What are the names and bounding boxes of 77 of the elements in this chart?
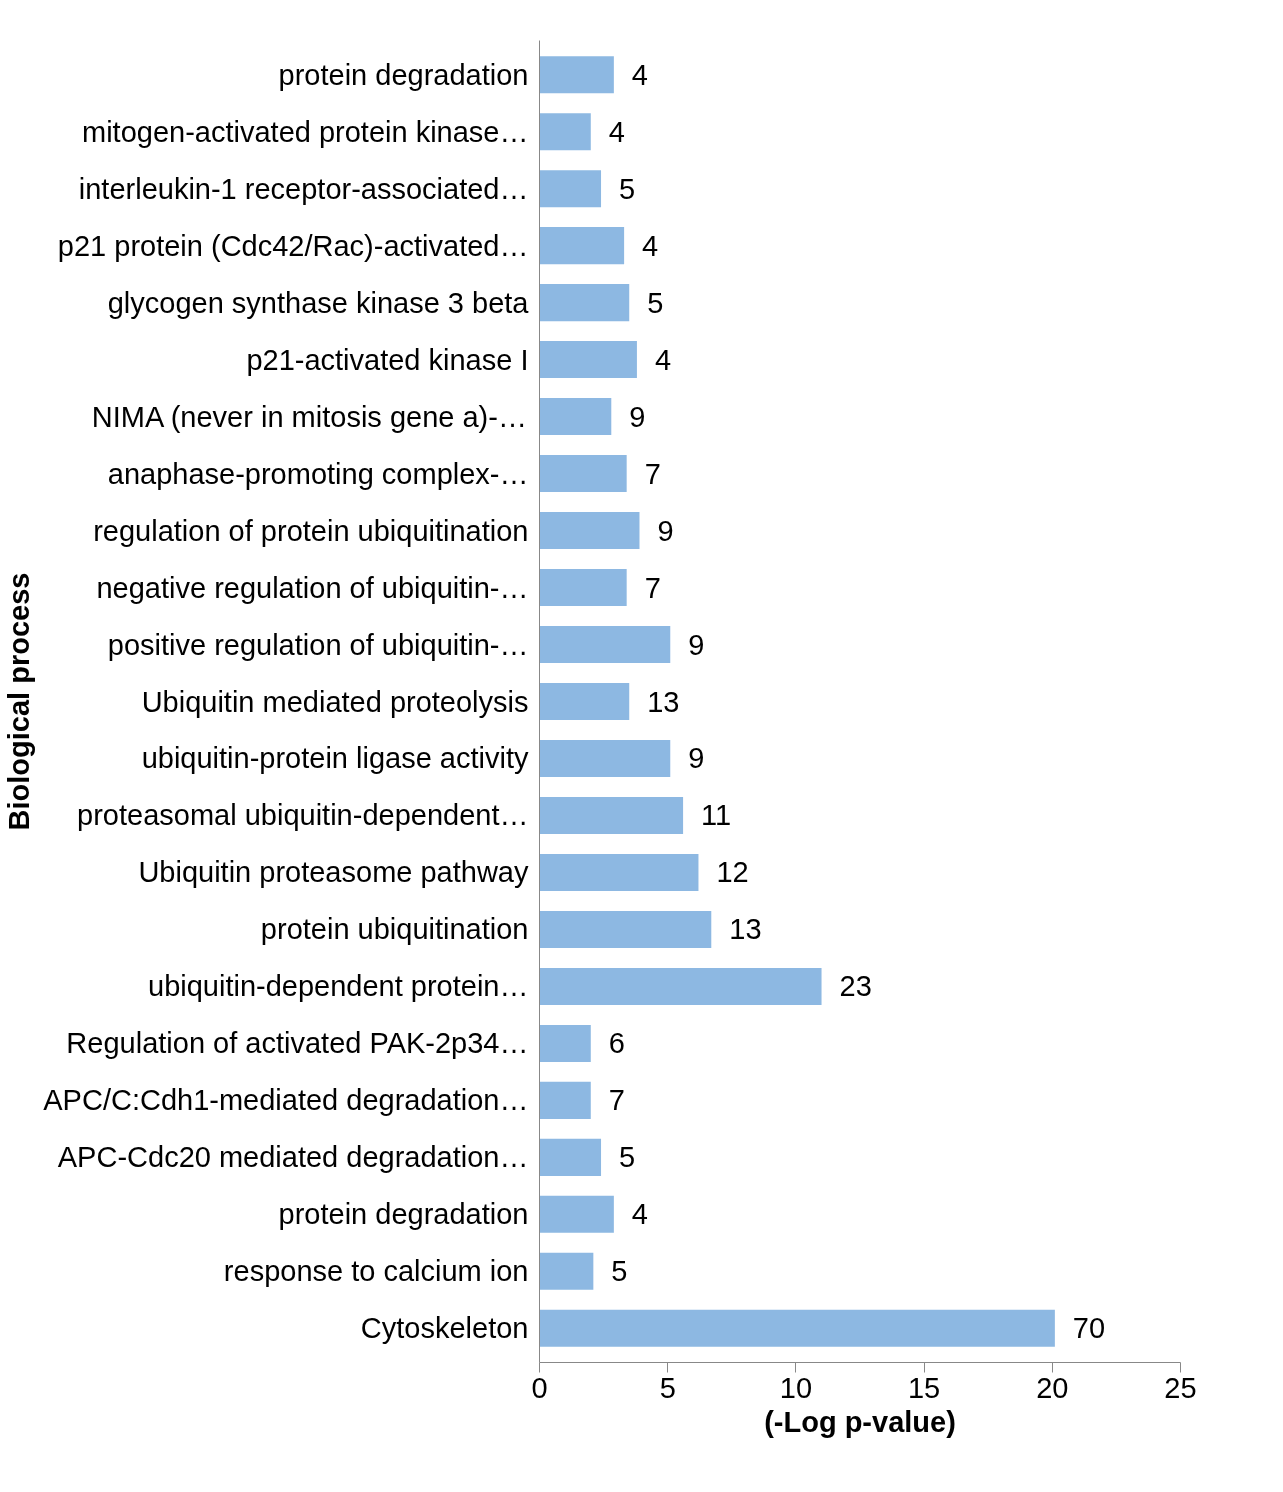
bar — [539, 1081, 591, 1119]
y-tick-label: Ubiquitin proteasome pathway — [138, 856, 529, 889]
x-axis-title: (-Log p-value) — [764, 1405, 956, 1438]
annotation: 13 — [647, 685, 680, 718]
bar — [539, 910, 712, 948]
x-tick-label: 0 — [531, 1371, 548, 1404]
annotation: 9 — [688, 628, 705, 661]
y-tick-label: protein degradation — [278, 1198, 529, 1231]
y-tick-label: glycogen synthase kinase 3 beta — [107, 286, 530, 319]
annotation: 70 — [1072, 1312, 1106, 1345]
bar — [539, 1195, 614, 1233]
y-tick-label: positive regulation of ubiquitin-… — [107, 628, 529, 661]
bar — [539, 853, 699, 891]
annotation: 5 — [619, 1141, 636, 1174]
annotation: 23 — [839, 970, 872, 1003]
annotation: 7 — [644, 571, 661, 604]
annotation: 4 — [654, 343, 672, 376]
bar — [539, 1252, 594, 1290]
y-tick-label: protein degradation — [278, 58, 529, 91]
annotation: 13 — [729, 913, 762, 946]
y-tick-label: proteasomal ubiquitin-dependent… — [77, 799, 529, 832]
annotation: 5 — [619, 172, 636, 205]
annotation: 12 — [716, 856, 749, 889]
x-tick-label: 10 — [779, 1371, 813, 1404]
bar — [539, 796, 684, 834]
annotation: 4 — [608, 115, 625, 148]
bar — [539, 56, 614, 94]
y-tick-label: interleukin-1 receptor-associated… — [78, 172, 529, 205]
y-tick-label: ubiquitin-dependent protein… — [148, 970, 529, 1003]
annotation: 7 — [608, 1084, 625, 1117]
annotation: 9 — [657, 514, 674, 547]
x-tick-label: 15 — [907, 1371, 941, 1404]
y-tick-label: response to calcium ion — [223, 1255, 529, 1288]
bar — [539, 170, 602, 208]
y-tick-label: p21-activated kinase I — [246, 343, 529, 376]
y-tick-label: APC/C:Cdh1-mediated degradation… — [43, 1084, 529, 1117]
annotation: 7 — [644, 457, 661, 490]
bar — [539, 739, 671, 777]
y-tick-label: protein ubiquitination — [260, 913, 529, 946]
annotation: 4 — [642, 229, 659, 262]
bar — [539, 113, 591, 151]
bar — [539, 341, 637, 379]
y-tick-label: mitogen-activated protein kinase… — [81, 115, 529, 148]
bar — [539, 455, 627, 493]
y-tick-label: NIMA (never in mitosis gene a)-… — [91, 400, 527, 433]
y-tick-label: Cytoskeleton — [360, 1312, 529, 1345]
x-tick-label: 20 — [1036, 1371, 1069, 1404]
bar — [539, 967, 822, 1005]
y-tick-label: regulation of protein ubiquitination — [93, 514, 529, 547]
y-tick-label: APC-Cdc20 mediated degradation… — [57, 1141, 529, 1174]
y-tick-label: Ubiquitin mediated proteolysis — [141, 685, 529, 718]
x-tick-label: 25 — [1164, 1371, 1197, 1404]
annotation: 5 — [647, 286, 664, 319]
annotation: 4 — [631, 1198, 648, 1231]
bar — [539, 569, 627, 607]
bar — [539, 1138, 602, 1176]
bar — [539, 227, 625, 265]
y-tick-label: p21 protein (Cdc42/Rac)-activated… — [57, 229, 529, 262]
x-tick-label: 5 — [659, 1371, 676, 1404]
bar — [539, 626, 671, 664]
annotation: 4 — [631, 58, 648, 91]
annotation: 5 — [611, 1255, 628, 1288]
annotation: 9 — [688, 742, 705, 775]
bar — [539, 512, 640, 550]
annotation: 11 — [701, 799, 732, 832]
annotation: 9 — [629, 400, 646, 433]
annotation: 6 — [608, 1027, 625, 1060]
bar — [539, 1024, 591, 1062]
y-axis-title: Biological process — [3, 572, 36, 831]
bar — [539, 284, 630, 322]
bar — [539, 398, 612, 436]
y-tick-label: Regulation of activated PAK-2p34… — [66, 1027, 529, 1060]
y-tick-label: anaphase-promoting complex-… — [107, 457, 529, 490]
bar — [539, 682, 630, 721]
y-tick-label: ubiquitin-protein ligase activity — [141, 742, 529, 775]
bar — [539, 1309, 1055, 1347]
y-tick-label: negative regulation of ubiquitin-… — [96, 571, 529, 604]
